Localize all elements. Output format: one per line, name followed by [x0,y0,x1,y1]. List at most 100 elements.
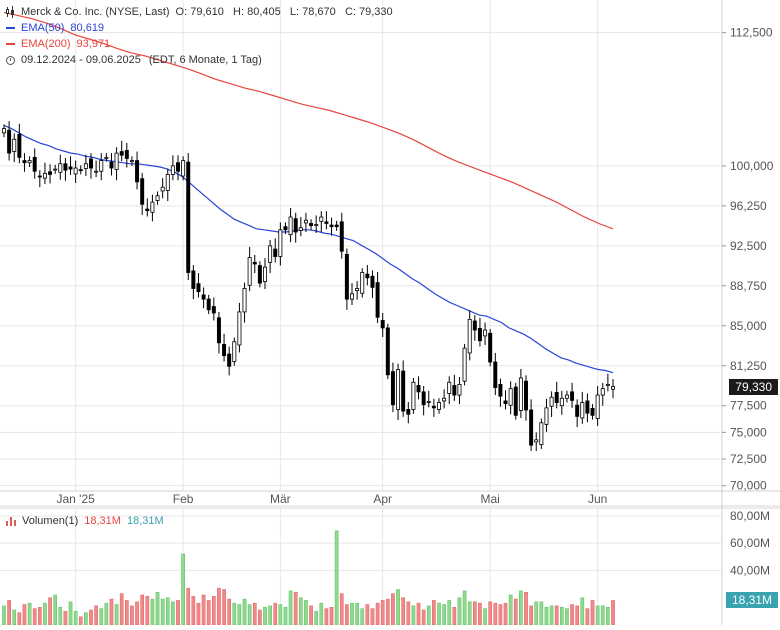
candle-body [293,218,298,233]
volume-bar [467,601,472,626]
volume-bar [217,587,221,626]
volume-bar [329,607,334,626]
candle-body [493,361,498,389]
volume-bar [606,607,610,626]
volume-bar [565,608,569,626]
candle-body [590,407,595,416]
volume-bar [437,602,441,626]
candle-body [350,293,354,300]
period-range: 09.12.2024 - 09.06.2025 [21,54,141,66]
candle-body [268,245,273,263]
y-tick-label: 112,500 [730,26,773,40]
ema50-value: 80,619 [70,22,105,34]
candle-body [222,344,227,357]
volume-bar [396,589,400,626]
volume-bar [196,602,201,626]
volume-bar [524,591,528,626]
candle-body [37,175,42,178]
candle-body [160,186,165,192]
volume-bar [181,553,185,626]
volume-bar [339,593,344,626]
volume-bar [273,602,278,626]
volume-bar [539,601,544,626]
candle-body [176,162,180,172]
candle-body [396,369,401,410]
volume-bar [380,600,385,626]
volume-bar [570,604,574,626]
candle-body [186,161,191,273]
volume-bar [222,589,226,626]
candle-body [63,163,68,171]
candle-body [370,275,375,288]
candle-body [406,409,411,415]
legend-ema50-row[interactable]: EMA(50) 80,619 [6,20,393,36]
candle-body [564,394,569,399]
volume-bar [309,605,313,626]
volume-bar [268,605,272,626]
clock-icon [6,55,15,65]
volume-bar [258,609,262,626]
volume-bar [191,596,196,626]
instrument-title: Merck & Co. Inc. (NYSE, Last) [21,6,170,18]
volume-bar [186,587,191,626]
candle-body [513,386,518,416]
volume-value-red: 18,31M [84,515,121,527]
volume-bars-icon [6,516,16,526]
volume-bar [278,604,283,626]
volume-bar [365,604,370,626]
candle-body [283,226,288,231]
candle-body [155,195,160,201]
candle-body [32,156,37,172]
ema200-label: EMA(200) [21,38,71,50]
volume-bar [406,601,411,626]
volume-bar [462,590,467,626]
y-tick-label: 75,000 [730,425,767,439]
period-note: (EDT, 6 Monate, 1 Tag) [148,54,262,66]
volume-bar [176,600,180,626]
candle-body [252,261,257,265]
volume-bar [17,612,22,626]
candle-body [390,371,395,406]
candle-body [426,401,431,403]
candle-body [324,221,329,224]
y-tick-label: 70,000 [730,479,767,493]
candle-body [508,388,513,406]
candle-body [201,294,206,300]
candle-body [477,328,482,342]
x-tick-label: Jun [588,492,607,506]
volume-bar [585,608,590,626]
legend-period-row: 09.12.2024 - 09.06.2025 (EDT, 6 Monate, … [6,52,393,68]
legend-ema200-row[interactable]: EMA(200) 93,971 [6,36,393,52]
candle-body [447,381,452,394]
candle-body [472,320,477,331]
panel-separator [0,505,780,509]
ema200-line [3,11,614,230]
y-tick-label: 81,250 [730,359,767,373]
candle-body [191,270,196,289]
volume-bar [22,604,27,626]
volume-bar [401,597,406,626]
volume-bar [600,605,605,626]
candle-body [488,332,493,363]
volume-bar [529,605,533,626]
volume-bar [7,600,11,626]
candle-body [416,385,421,393]
ema200-value: 93,971 [76,38,111,50]
volume-bar [2,605,6,626]
candle-body [431,405,436,409]
last-volume-tag: 18,31M [725,592,778,608]
candle-body [605,384,610,386]
volume-bar [171,601,175,626]
volume-bar [43,602,47,626]
candle-body [421,391,426,406]
candle-body [380,320,385,329]
volume-bar [595,605,600,626]
volume-bar [498,604,503,626]
x-tick-label: Feb [173,492,194,506]
volume-bar [32,608,37,626]
volume-bar [232,602,237,626]
volume-bar [559,607,564,626]
volume-bar [12,609,17,626]
